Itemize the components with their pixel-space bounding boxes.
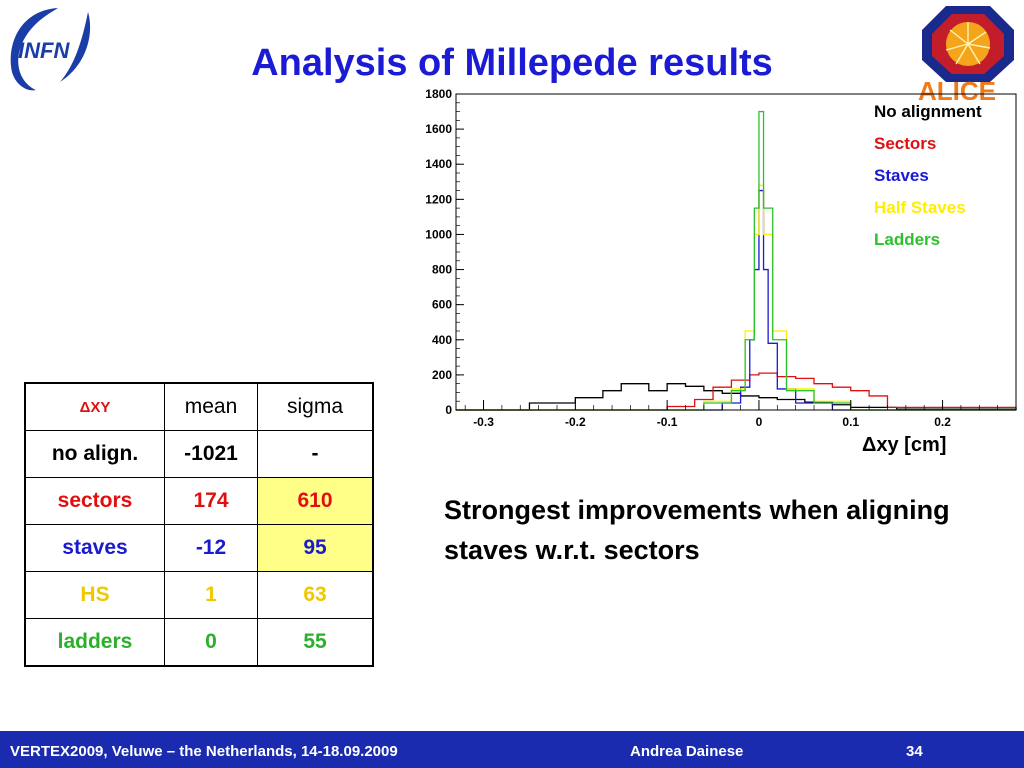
y-tick-label: 1400 [425,157,452,171]
row-mean: -12 [164,524,258,572]
x-tick-label: -0.2 [565,415,586,429]
y-tick-label: 1000 [425,227,452,241]
row-sigma: 610 [257,477,374,525]
footer-event: VERTEX2009, Veluwe – the Netherlands, 14… [10,743,398,760]
slide-title: Analysis of Millepede results [251,42,773,84]
footer-bar: VERTEX2009, Veluwe – the Netherlands, 14… [0,731,1024,768]
y-tick-label: 0 [445,403,452,417]
conclusion-text: Strongest improvements when aligning sta… [444,495,950,565]
x-tick-label: 0.1 [842,415,859,429]
alice-logo-text: ALICE [918,76,996,100]
y-tick-label: 200 [432,368,452,382]
infn-logo: INFN [10,8,91,91]
legend-item-half-staves: Half Staves [874,198,966,217]
row-sigma: 55 [257,618,374,667]
footer-page-number: 34 [906,743,923,760]
row-label: sectors [24,477,165,525]
row-mean: 174 [164,477,258,525]
row-label: staves [24,524,165,572]
chart-legend: No alignment Sectors Staves Half Staves … [874,100,982,260]
row-label: HS [24,571,165,619]
table-row: staves -12 95 [24,524,374,572]
series-no-alignment [456,383,1017,411]
legend-item-ladders: Ladders [874,230,941,249]
table-header-row: ΔXY mean sigma [24,382,374,431]
histogram-chart: 0 200 400 600 800 1000 1200 1400 1600 1800 -0.3 -0… [425,87,1017,429]
y-tick-label: 1800 [425,87,452,101]
y-tick-label: 400 [432,333,452,347]
series-sectors [456,372,1017,411]
header-sigma: sigma [257,382,374,431]
legend-item-no-alignment: No alignment [874,102,982,121]
row-sigma: 63 [257,571,374,619]
row-mean: 0 [164,618,258,667]
row-sigma: 95 [257,524,374,572]
row-mean: 1 [164,571,258,619]
header-mean: mean [164,382,258,431]
series-ladders [456,110,1016,411]
row-label: ladders [24,618,165,667]
legend-item-sectors: Sectors [874,134,937,153]
legend-item-staves: Staves [874,166,929,185]
x-axis-title: Δxy [cm] [862,434,947,456]
x-tick-label: 0 [756,415,763,429]
x-tick-label: -0.1 [657,415,678,429]
footer-author: Andrea Dainese [630,743,744,760]
row-label: no align. [24,430,165,478]
y-tick-label: 800 [432,263,452,277]
table-row: no align. -1021 - [24,430,374,478]
infn-logo-text: INFN [18,38,70,63]
y-tick-label: 1600 [425,122,452,136]
y-tick-label: 1200 [425,192,452,206]
header-delta-xy: ΔXY [24,382,165,431]
x-tick-label: -0.3 [473,415,494,429]
row-mean: -1021 [164,430,258,478]
table-row: sectors 174 610 [24,477,374,525]
table-row: ladders 0 55 [24,618,374,667]
x-tick-label: 0.2 [934,415,951,429]
row-sigma: - [257,430,374,478]
y-tick-label: 600 [432,298,452,312]
alice-logo: ALICE [918,6,1014,100]
results-table: ΔXY mean sigma no align. -1021 - sectors… [24,382,374,667]
table-row: HS 1 63 [24,571,374,619]
